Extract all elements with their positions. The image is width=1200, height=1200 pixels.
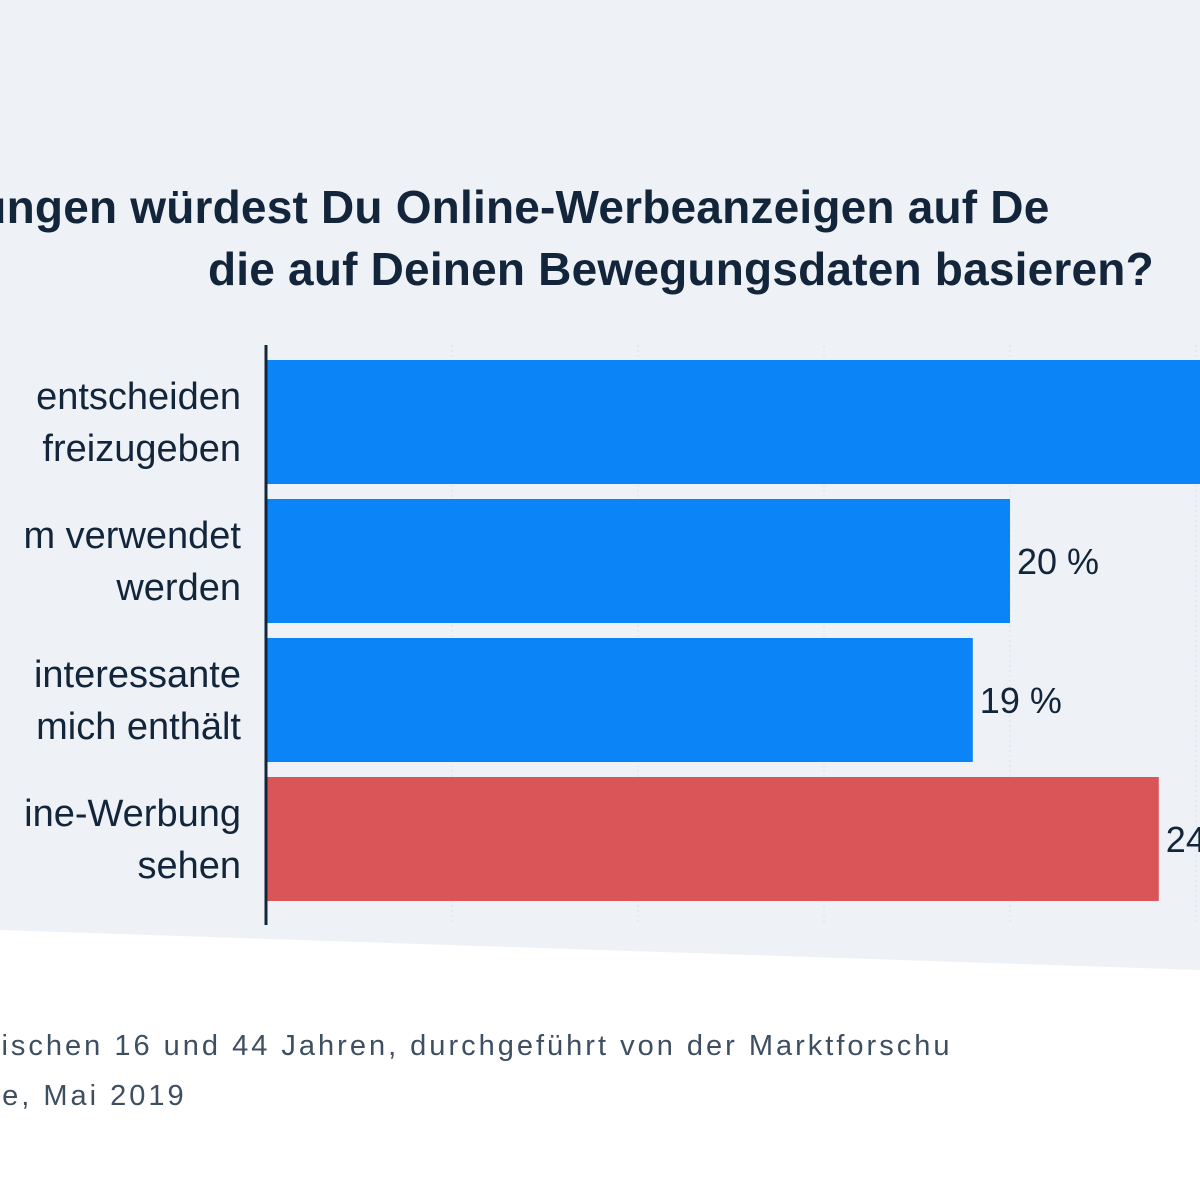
category-label: m verwendet <box>23 515 241 557</box>
chart-title: gungen würdest Du Online-Werbeanzeigen a… <box>0 172 1200 302</box>
chart-title-line-2: die auf Deinen Bewegungsdaten basieren? <box>208 243 1154 295</box>
source-note-line-2: ne, Mai 2019 <box>0 1080 187 1112</box>
category-label: sehen <box>137 845 241 887</box>
bar <box>266 777 1159 901</box>
bar-value-label: 19 % <box>980 680 1062 721</box>
category-label: werden <box>115 567 241 609</box>
source-note: zwischen 16 und 44 Jahren, durchgeführt … <box>0 1030 1200 1120</box>
category-label: entscheiden <box>36 376 241 418</box>
bar-value-label: 20 % <box>1017 541 1099 582</box>
category-label: mich enthält <box>36 706 241 748</box>
bar <box>266 499 1010 623</box>
category-label: interessante <box>34 654 241 696</box>
bar-value-label: 24 <box>1166 819 1200 860</box>
category-label: ine-Werbung <box>24 793 241 835</box>
source-note-line-1: zwischen 16 und 44 Jahren, durchgeführt … <box>0 1030 953 1062</box>
category-label: freizugeben <box>42 428 241 470</box>
bar <box>266 360 1200 484</box>
chart-title-line-1: gungen würdest Du Online-Werbeanzeigen a… <box>0 181 1050 233</box>
bar <box>266 638 973 762</box>
